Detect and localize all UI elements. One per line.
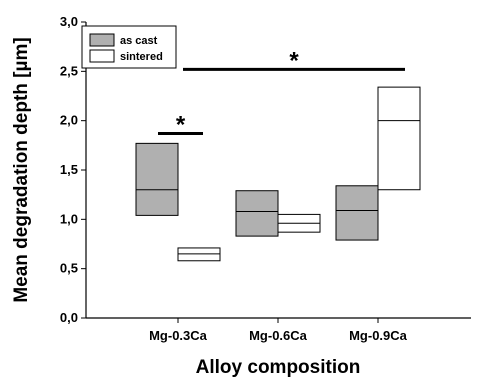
y-tick-label: 1,0 — [60, 211, 78, 226]
legend-label-sintered: sintered — [120, 51, 163, 63]
legend-label-as-cast: as cast — [120, 35, 158, 47]
box-sintered — [377, 86, 421, 191]
significance-star: * — [176, 111, 186, 138]
legend: as cast sintered — [81, 25, 177, 69]
box-as-cast — [235, 190, 279, 237]
x-axis-title: Alloy composition — [196, 357, 361, 378]
boxes — [135, 86, 421, 262]
x-tick-label: Mg-0.9Ca — [349, 328, 408, 343]
y-tick-label: 2,5 — [60, 63, 78, 78]
box-as-cast — [135, 142, 179, 216]
x-tick-label: Mg-0.3Ca — [149, 328, 208, 343]
y-tick-label: 1,5 — [60, 162, 78, 177]
y-tick-label: 3,0 — [60, 14, 78, 29]
significance-star: * — [289, 47, 299, 74]
x-tick-label: Mg-0.6Ca — [249, 328, 308, 343]
y-ticks: 0,0 0,5 1,0 1,5 2,0 2,5 3,0 — [60, 14, 86, 325]
significance-markers: ** — [158, 47, 405, 138]
legend-swatch-sintered — [89, 49, 115, 63]
y-tick-label: 0,5 — [60, 261, 78, 276]
y-tick-label: 0,0 — [60, 310, 78, 325]
box-as-cast — [335, 185, 379, 241]
legend-swatch-as-cast — [89, 33, 115, 47]
y-axis-title: Mean degradation depth [µm] — [11, 37, 32, 302]
x-ticks: Mg-0.3Ca Mg-0.6Ca Mg-0.9Ca — [149, 318, 408, 343]
y-tick-label: 2,0 — [60, 113, 78, 128]
